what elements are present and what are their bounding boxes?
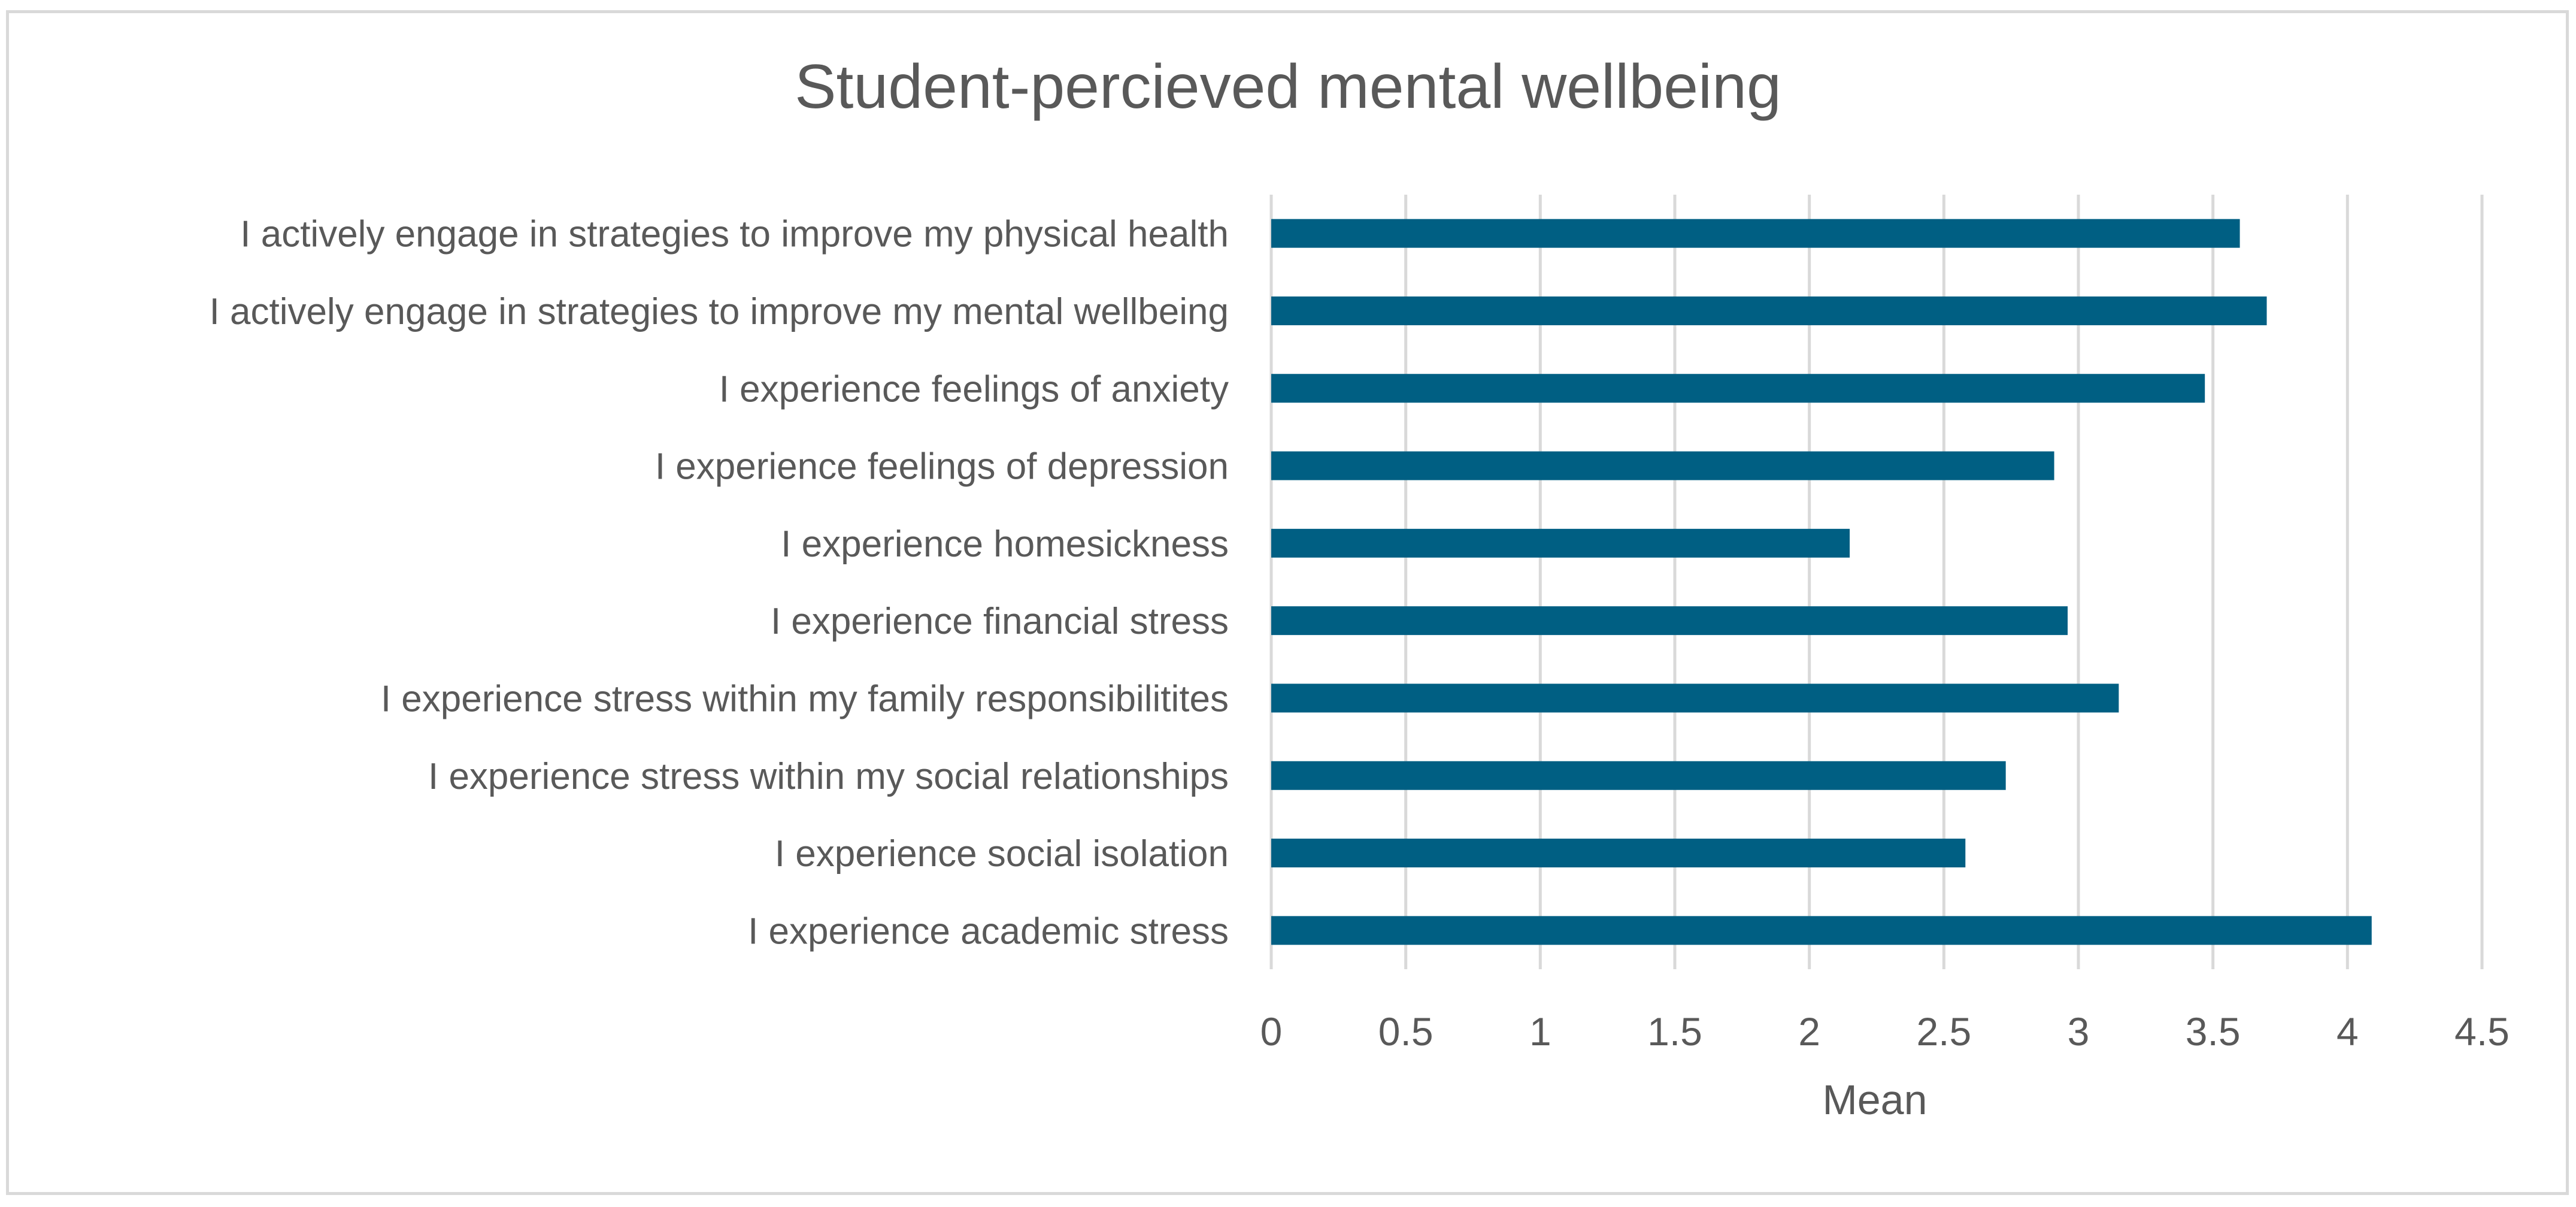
category-label: I experience social isolation <box>775 833 1229 875</box>
category-label: I experience feelings of depression <box>655 446 1229 488</box>
category-label: I experience academic stress <box>748 910 1229 952</box>
x-tick-label: 3 <box>2068 1009 2090 1054</box>
x-tick-labels: 0 0.5 1 1.5 2 2.5 3 3.5 4 4.5 <box>1260 1009 2510 1054</box>
x-tick-label: 3.5 <box>2186 1009 2241 1054</box>
bars <box>1271 219 2372 945</box>
bar <box>1271 219 2240 248</box>
x-tick-label: 0 <box>1260 1009 1283 1054</box>
category-label: I experience feelings of anxiety <box>719 368 1229 410</box>
category-labels: I actively engage in strategies to impro… <box>210 214 1229 952</box>
x-axis-title: Mean <box>1822 1076 1927 1123</box>
category-label: I actively engage in strategies to impro… <box>210 291 1229 332</box>
bar <box>1271 606 2068 636</box>
bar <box>1271 916 2372 945</box>
bar <box>1271 528 1850 558</box>
x-tick-label: 1 <box>1529 1009 1551 1054</box>
bar <box>1271 683 2119 713</box>
bar <box>1271 839 1966 868</box>
x-tick-label: 4 <box>2336 1009 2359 1054</box>
bar <box>1271 296 2267 325</box>
category-label: I experience stress within my family res… <box>381 678 1229 719</box>
bar <box>1271 761 2006 790</box>
category-label: I experience stress within my social rel… <box>428 756 1229 797</box>
bar <box>1271 451 2054 480</box>
category-label: I experience homesickness <box>781 524 1229 565</box>
category-label: I experience financial stress <box>771 601 1229 642</box>
x-tick-label: 1.5 <box>1647 1009 1702 1054</box>
chart-title: Student-percieved mental wellbeing <box>795 52 1781 122</box>
category-label: I actively engage in strategies to impro… <box>240 214 1229 255</box>
x-tick-label: 2 <box>1798 1009 1820 1054</box>
x-tick-label: 4.5 <box>2454 1009 2510 1054</box>
bar <box>1271 374 2205 403</box>
x-tick-label: 0.5 <box>1378 1009 1434 1054</box>
chart-frame <box>6 10 2569 1195</box>
x-tick-label: 2.5 <box>1916 1009 1971 1054</box>
